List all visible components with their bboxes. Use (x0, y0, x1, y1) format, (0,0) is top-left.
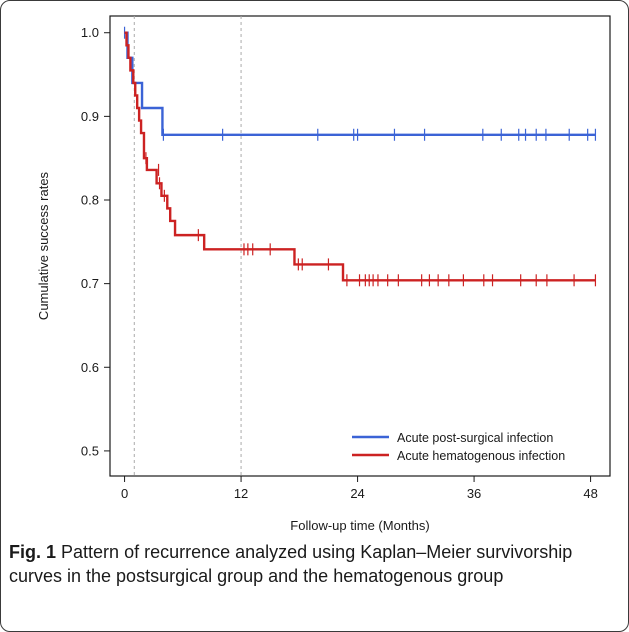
figure-label: Fig. 1 (9, 542, 57, 562)
x-tick-label: 0 (121, 486, 128, 501)
survival-curve (124, 31, 596, 136)
y-tick-label: 0.8 (81, 193, 99, 208)
kaplan-meier-chart: 0 12 24 36 48 0.5 0.6 0.7 0.8 0.9 1.0 Follow-up t… (36, 15, 611, 533)
x-tick-label: 48 (583, 486, 597, 501)
x-tick-label: 12 (234, 486, 248, 501)
x-tick-label: 36 (467, 486, 481, 501)
x-axis-label: Follow-up time (Months) (290, 518, 429, 533)
series-layer (123, 26, 597, 287)
legend-label-hematogenous: Acute hematogenous infection (397, 449, 565, 463)
caption-text: Pattern of recurrence analyzed using Kap… (9, 542, 573, 586)
y-tick-label: 0.7 (81, 276, 99, 291)
figure-caption: Fig. 1 Pattern of recurrence analyzed us… (9, 540, 621, 588)
survival-curve (124, 31, 596, 282)
y-tick-label: 0.9 (81, 109, 99, 124)
y-tick-label: 1.0 (81, 25, 99, 40)
reference-lines (133, 16, 242, 476)
y-axis-label: Cumulative success rates (36, 171, 51, 320)
legend: Acute post-surgical infection Acute hema… (352, 431, 565, 463)
series-1 (124, 31, 597, 287)
series-0 (123, 26, 597, 141)
x-tick-label: 24 (350, 486, 364, 501)
y-tick-label: 0.6 (81, 360, 99, 375)
plot-area (109, 15, 611, 477)
legend-label-post-surgical: Acute post-surgical infection (397, 431, 553, 445)
y-axis: 0.5 0.6 0.7 0.8 0.9 1.0 (81, 25, 110, 458)
y-tick-label: 0.5 (81, 443, 99, 458)
x-axis: 0 12 24 36 48 (121, 476, 598, 501)
